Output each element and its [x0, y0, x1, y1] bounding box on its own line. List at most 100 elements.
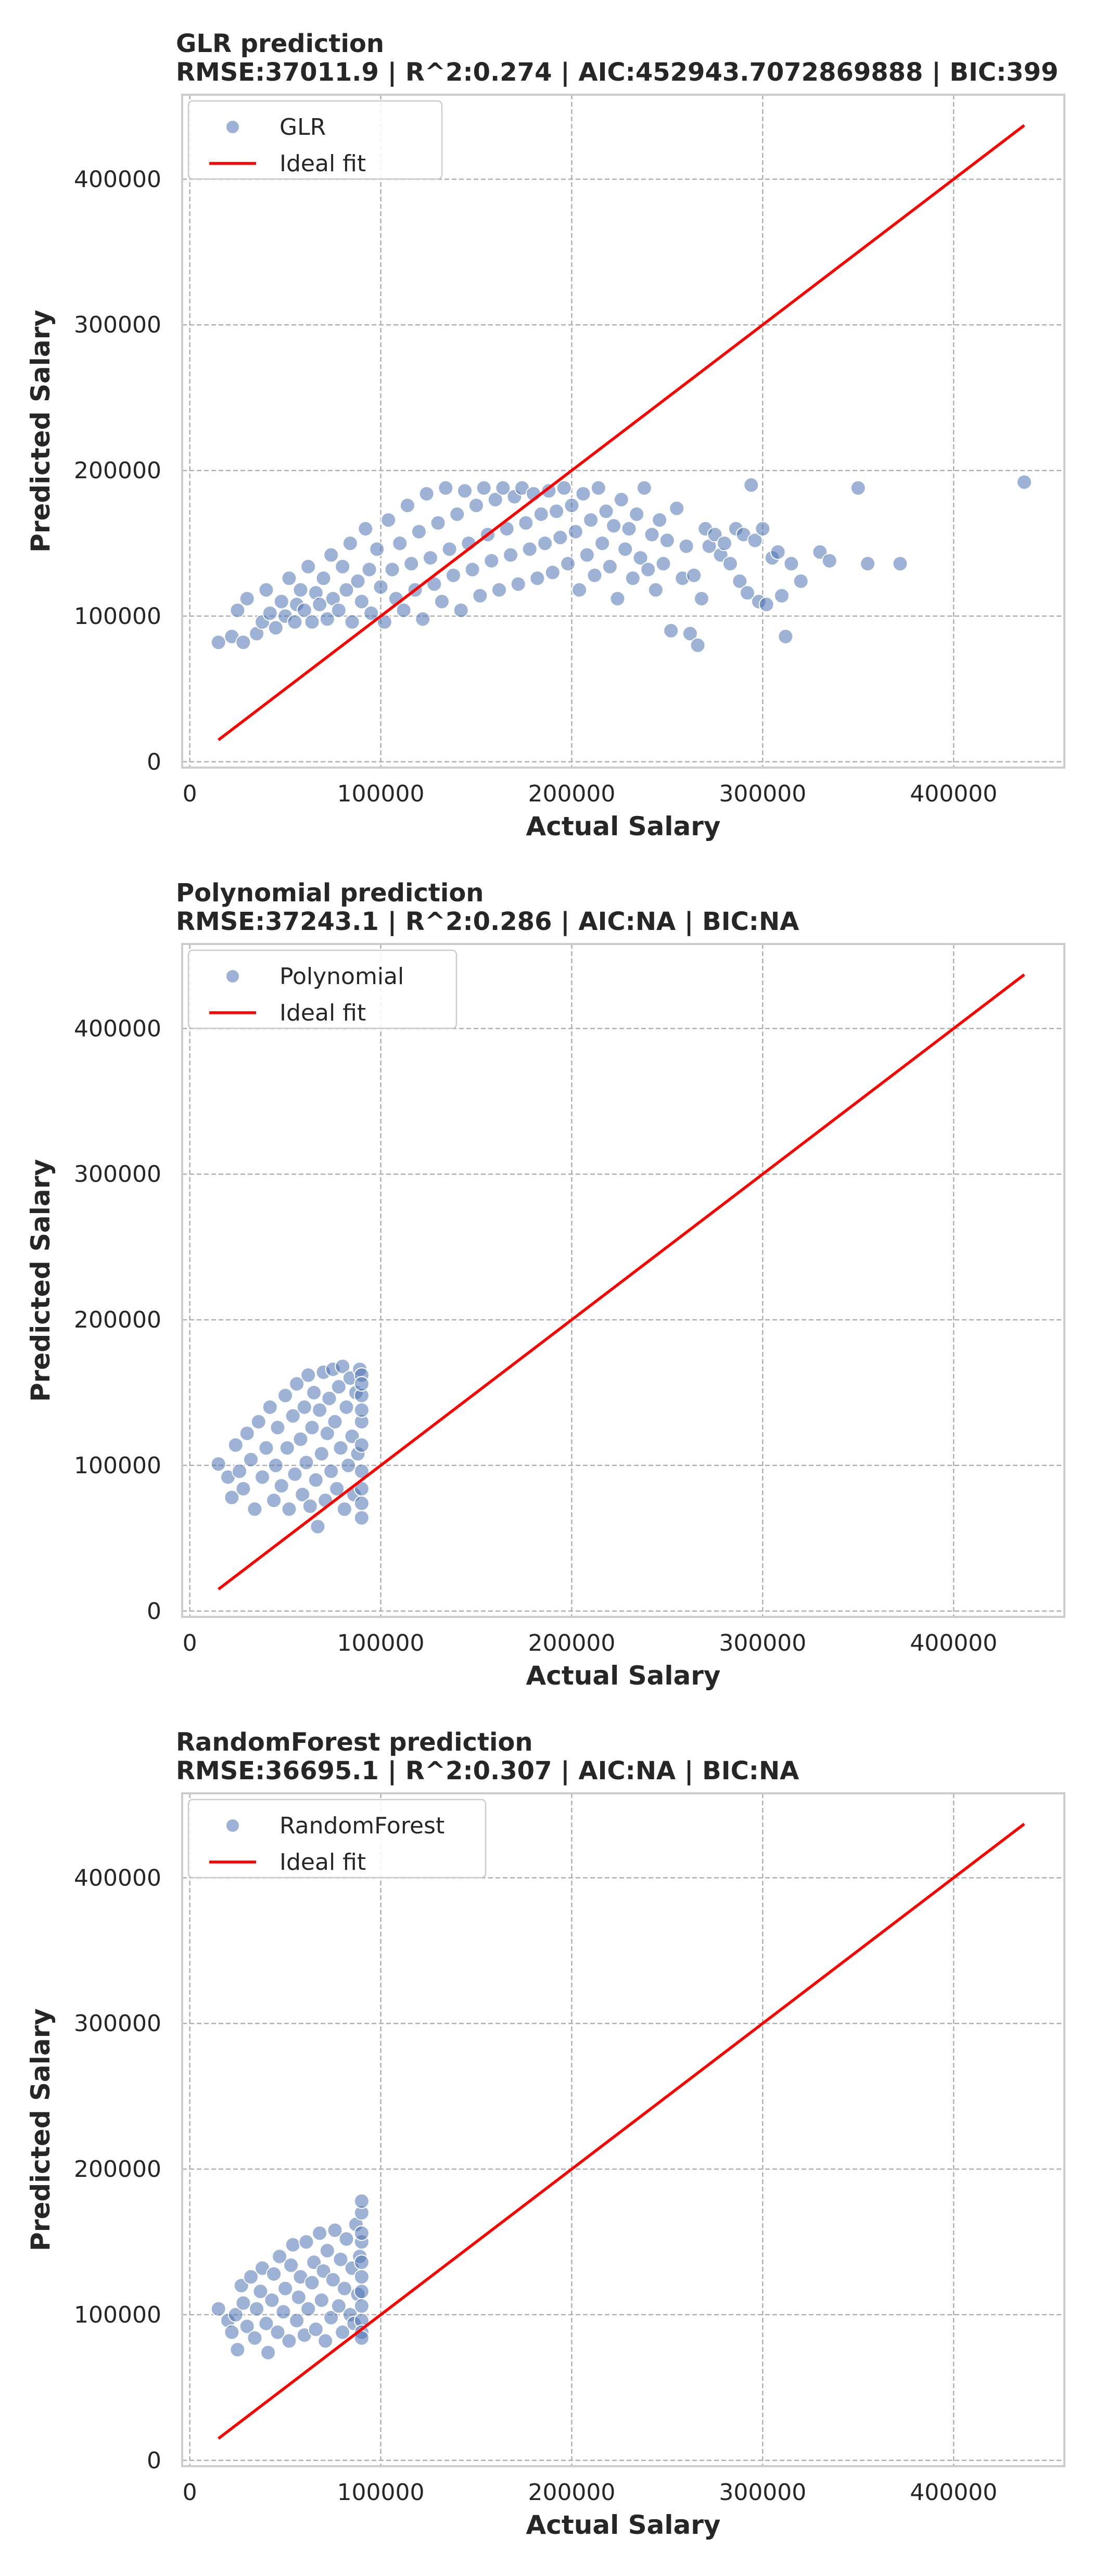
chart-title: GLR prediction	[176, 29, 384, 58]
scatter-point	[353, 593, 370, 609]
scatter-point	[363, 605, 379, 621]
legend-marker-scatter	[225, 969, 240, 984]
scatter-point	[422, 550, 438, 566]
scatter-point	[353, 2193, 370, 2209]
scatter-point	[373, 579, 389, 595]
scatter-point	[338, 2231, 354, 2247]
scatter-point	[335, 1358, 351, 1374]
scatter-point	[860, 556, 876, 572]
scatter-point	[310, 1519, 326, 1535]
scatter-point	[323, 1463, 339, 1480]
scatter-point	[319, 1425, 335, 1442]
scatter-point	[243, 1451, 259, 1468]
scatter-point	[342, 535, 358, 551]
scatter-point	[690, 637, 706, 653]
chart-subtitle: RMSE:36695.1 | R^2:0.307 | AIC:NA | BIC:…	[176, 1756, 799, 1786]
y-tick-label: 0	[147, 2447, 161, 2474]
y-tick-label: 400000	[74, 1015, 161, 1042]
scatter-point	[296, 1399, 312, 1415]
scatter-point	[544, 564, 561, 580]
scatter-point	[770, 544, 786, 560]
scatter-point	[268, 620, 284, 636]
scatter-point	[821, 553, 837, 569]
x-tick-label: 400000	[910, 781, 997, 807]
scatter-point	[281, 2333, 297, 2349]
scatter-point	[522, 541, 538, 557]
scatter-point	[235, 1481, 251, 1497]
scatter-point	[647, 582, 664, 598]
chart-title: Polynomial prediction	[176, 878, 484, 908]
scatter-point	[399, 498, 415, 514]
x-tick-label: 100000	[337, 2479, 425, 2506]
x-tick-label: 300000	[719, 2479, 806, 2506]
scatter-point	[659, 532, 675, 549]
scatter-point	[224, 1489, 240, 1506]
scatter-point	[306, 1385, 322, 1400]
scatter-point	[541, 483, 557, 499]
scatter-point	[338, 1399, 354, 1415]
scatter-point	[249, 2301, 265, 2317]
x-axis-label: Actual Salary	[526, 811, 721, 841]
scatter-point	[743, 477, 759, 493]
scatter-point	[552, 529, 568, 545]
scatter-point	[323, 547, 339, 563]
scatter-point	[636, 480, 652, 496]
scatter-point	[287, 614, 303, 630]
scatter-point	[281, 570, 297, 586]
scatter-point	[380, 512, 397, 528]
scatter-point	[250, 1413, 266, 1430]
scatter-point	[313, 2292, 329, 2308]
y-tick-label: 100000	[74, 2302, 161, 2328]
scatter-point	[255, 1469, 271, 1485]
scatter-point	[491, 582, 507, 598]
x-tick-label: 400000	[910, 1630, 997, 1656]
scatter-point	[732, 573, 748, 589]
scatter-point	[621, 521, 637, 537]
scatter-point	[625, 570, 641, 586]
y-tick-label: 0	[147, 749, 161, 775]
scatter-point	[277, 2280, 294, 2297]
legend-label: Ideal fit	[279, 1000, 366, 1026]
ideal-fit-line	[218, 1822, 1025, 2440]
scatter-point	[239, 2318, 255, 2335]
scatter-point	[283, 2257, 299, 2273]
scatter-point	[340, 1457, 357, 1473]
scatter-point	[456, 483, 473, 499]
scatter-point	[304, 2275, 320, 2291]
scatter-point	[358, 521, 374, 537]
y-axis-label: Predicted Salary	[26, 310, 56, 553]
scatter-point	[579, 547, 595, 563]
scatter-point	[678, 538, 694, 554]
scatter-point	[778, 629, 794, 645]
scatter-point	[336, 1501, 352, 1517]
scatter-point	[353, 1402, 370, 1418]
scatter-point	[239, 1425, 255, 1442]
y-tick-label: 300000	[74, 2010, 161, 2037]
x-tick-label: 100000	[337, 1630, 425, 1656]
scatter-point	[312, 1402, 328, 1418]
scatter-point	[353, 1510, 370, 1526]
scatter-point	[644, 527, 660, 543]
scatter-point	[484, 553, 500, 569]
scatter-point	[336, 2280, 352, 2297]
scatter-point	[266, 2266, 282, 2282]
scatter-point	[210, 2301, 226, 2317]
scatter-point	[353, 1437, 370, 1453]
scatter-point	[510, 576, 526, 592]
y-tick-label: 400000	[74, 1865, 161, 1891]
scatter-point	[739, 585, 755, 601]
legend: Polynomial Ideal fit	[187, 949, 457, 1029]
axes-frame	[181, 943, 1065, 1618]
scatter-point	[338, 582, 354, 598]
scatter-point	[415, 611, 431, 627]
scatter-point	[312, 2225, 328, 2241]
scatter-point	[495, 480, 511, 496]
scatter-point	[892, 556, 908, 572]
x-tick-label: 200000	[528, 781, 615, 807]
scatter-point	[652, 512, 668, 528]
scatter-point	[304, 614, 320, 630]
scatter-point	[331, 2298, 347, 2314]
scatter-point	[319, 2242, 335, 2259]
scatter-point	[353, 2225, 370, 2241]
